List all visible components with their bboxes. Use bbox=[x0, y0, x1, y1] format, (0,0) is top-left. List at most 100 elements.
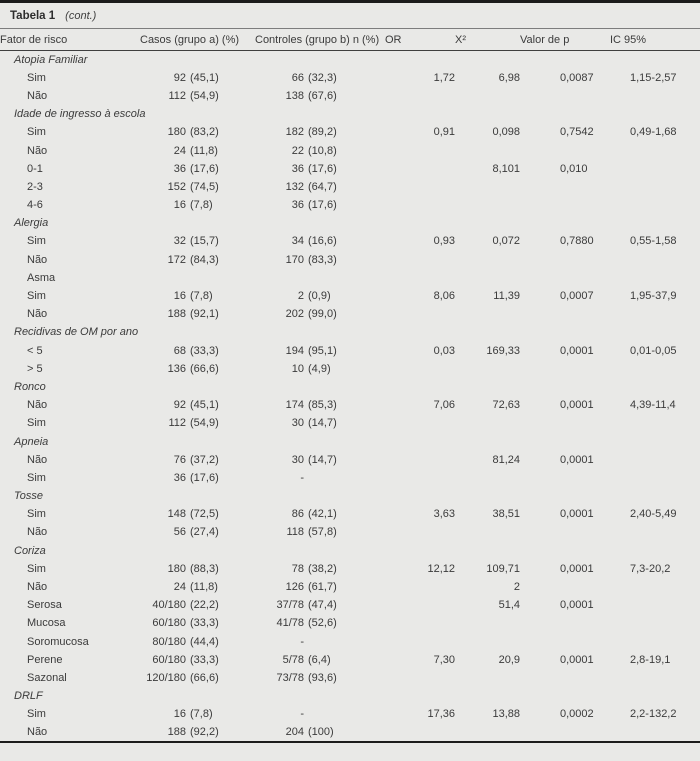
row-label: Não bbox=[0, 723, 140, 743]
section-row: Recidivas de OM por ano bbox=[0, 323, 700, 341]
cell-valor-de-p bbox=[520, 669, 610, 687]
cell-casos bbox=[140, 214, 255, 232]
row-label: Mucosa bbox=[27, 617, 66, 630]
cell-valor-de-p: 0,0001 bbox=[560, 599, 594, 612]
section-row: Apneia bbox=[0, 432, 700, 450]
table-row: Sim 180 (88,3) 78 (38,2) 12,12 109,71 0,0001 7,3… bbox=[0, 560, 700, 578]
cell-or bbox=[385, 87, 455, 105]
cell-valor-de-p bbox=[520, 141, 610, 159]
cell-controles: 132 (64,7) bbox=[285, 180, 337, 193]
row-label: < 5 bbox=[27, 344, 43, 357]
cell-casos: 188 (92,2) bbox=[140, 723, 255, 743]
section-row: Asma bbox=[0, 269, 700, 287]
cell-valor-de-p bbox=[520, 269, 610, 287]
cell-valor-de-p bbox=[520, 469, 610, 487]
cell-valor-de-p: 0,0001 bbox=[560, 344, 594, 357]
row-label: Sim bbox=[27, 471, 46, 484]
row-label: Tosse bbox=[14, 490, 43, 503]
cell-valor-de-p bbox=[520, 196, 610, 214]
row-label: > 5 bbox=[27, 362, 43, 375]
row-label: Ronco bbox=[14, 380, 46, 393]
cell-valor-de-p: 0,0007 bbox=[560, 290, 594, 303]
cell-ic95 bbox=[610, 451, 700, 469]
cell-x2: 51,4 bbox=[498, 599, 520, 612]
row-label: Sazonal bbox=[27, 671, 67, 684]
cell-ic95 bbox=[610, 542, 700, 560]
cell-ic95 bbox=[610, 323, 700, 341]
table-title-continuation: (cont.) bbox=[65, 10, 97, 22]
cell-valor-de-p bbox=[520, 523, 610, 541]
cell-casos: 112 (54,9) bbox=[168, 89, 219, 102]
cell-or: 8,06 bbox=[433, 290, 455, 303]
table-top-rule bbox=[0, 0, 700, 3]
cell-or bbox=[385, 141, 455, 159]
cell-x2 bbox=[455, 633, 520, 651]
cell-or bbox=[385, 360, 455, 378]
cell-ic95 bbox=[610, 360, 700, 378]
col-header-casos: Casos (grupo a) (%) bbox=[140, 29, 255, 51]
cell-or bbox=[385, 214, 455, 232]
cell-ic95: 4,39-11,4 bbox=[630, 399, 676, 412]
cell-ic95 bbox=[610, 105, 700, 123]
cell-or bbox=[385, 596, 455, 614]
cell-ic95 bbox=[610, 87, 700, 105]
cell-x2: 38,51 bbox=[492, 508, 520, 521]
section-row: DRLF bbox=[0, 687, 700, 705]
cell-valor-de-p: 0,0087 bbox=[560, 71, 594, 84]
cell-or bbox=[385, 323, 455, 341]
cell-or bbox=[385, 469, 455, 487]
cell-or bbox=[385, 160, 455, 178]
table-row: Sim 180 (83,2) 182 (89,2) 0,91 0,098 0,7542 0,49… bbox=[0, 123, 700, 141]
cell-casos bbox=[140, 487, 255, 505]
table-row: Sim 112 (54,9) 30 (14,7) bbox=[0, 414, 700, 432]
cell-controles bbox=[255, 378, 385, 396]
cell-or: 0,91 bbox=[433, 126, 455, 139]
row-label: Sim bbox=[27, 708, 46, 721]
section-row: Atopia Familiar bbox=[0, 51, 700, 69]
cell-x2 bbox=[455, 196, 520, 214]
cell-valor-de-p: 0,0001 bbox=[560, 508, 594, 521]
cell-casos: 92 (45,1) bbox=[173, 399, 219, 412]
cell-controles: 73/78 (93,6) bbox=[276, 671, 337, 684]
table-row: < 5 68 (33,3) 194 (95,1) 0,03 169,33 0,0001 0,01… bbox=[0, 342, 700, 360]
table-row: > 5 136 (66,6) 10 (4,9) bbox=[0, 360, 700, 378]
cell-controles: 170 (83,3) bbox=[285, 253, 337, 266]
cell-controles bbox=[255, 487, 385, 505]
cell-ic95 bbox=[610, 669, 700, 687]
cell-casos: 36 (17,6) bbox=[173, 471, 219, 484]
cell-casos: 32 (15,7) bbox=[173, 235, 219, 248]
row-label: 2-3 bbox=[27, 180, 43, 193]
cell-valor-de-p bbox=[520, 614, 610, 632]
cell-controles: 2 (0,9) bbox=[297, 290, 331, 303]
cell-ic95 bbox=[610, 614, 700, 632]
cell-ic95 bbox=[610, 633, 700, 651]
row-label: Sim bbox=[27, 71, 46, 84]
col-header-controles: Controles (grupo b) n (%) bbox=[255, 29, 385, 51]
row-label: Não bbox=[27, 526, 48, 539]
cell-controles: - bbox=[300, 708, 304, 721]
cell-x2 bbox=[455, 723, 520, 743]
cell-or bbox=[385, 414, 455, 432]
table-row: Serosa 40/180 (22,2) 37/78 (47,4) 51,4 0,0001 bbox=[0, 596, 700, 614]
col-header-or: OR bbox=[385, 29, 455, 51]
table-row: Não 112 (54,9) 138 (67,6) bbox=[0, 87, 700, 105]
cell-valor-de-p: 0,7542 bbox=[560, 126, 594, 139]
table-row: Não 24 (11,8) 126 (61,7) 2 bbox=[0, 578, 700, 596]
cell-controles: 182 (89,2) bbox=[285, 126, 337, 139]
cell-x2: 0,072 bbox=[492, 235, 520, 248]
cell-casos: 56 (27,4) bbox=[173, 526, 219, 539]
row-label: 0-1 bbox=[27, 162, 43, 175]
cell-casos: 68 (33,3) bbox=[173, 344, 219, 357]
cell-or bbox=[385, 614, 455, 632]
cell-or: 3,63 bbox=[433, 508, 455, 521]
cell-ic95: 2,40-5,49 bbox=[630, 508, 677, 521]
row-label: Alergia bbox=[14, 217, 49, 230]
cell-ic95 bbox=[610, 469, 700, 487]
cell-or: 7,06 bbox=[433, 399, 455, 412]
cell-ic95: 1,15-2,57 bbox=[630, 71, 677, 84]
cell-x2 bbox=[455, 487, 520, 505]
cell-x2 bbox=[455, 323, 520, 341]
cell-casos: 36 (17,6) bbox=[173, 162, 219, 175]
cell-ic95: 0,49-1,68 bbox=[630, 126, 677, 139]
cell-valor-de-p bbox=[520, 542, 610, 560]
